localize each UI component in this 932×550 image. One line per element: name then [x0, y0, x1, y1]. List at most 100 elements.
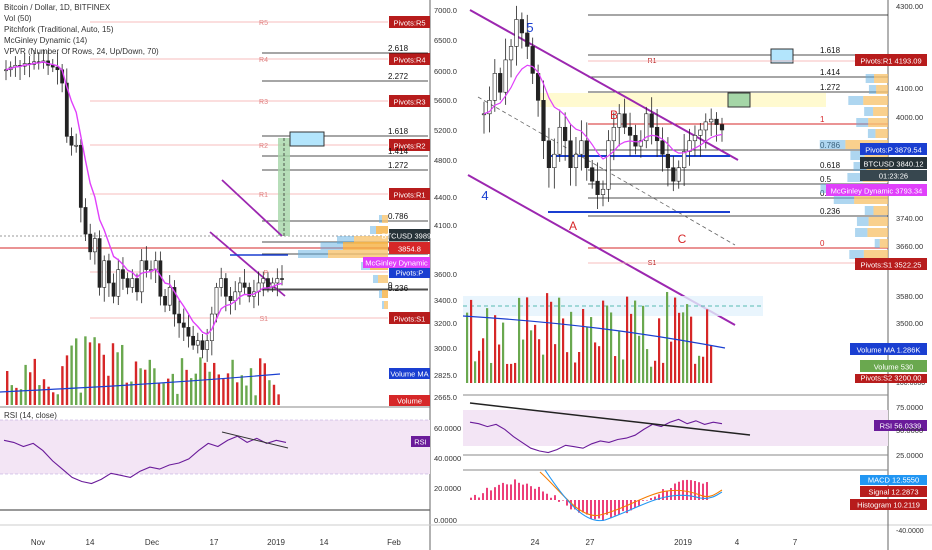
right-volume-bar — [610, 312, 613, 383]
left-x-tick: Feb — [387, 538, 401, 547]
right-pivot-short-s1: S1 — [648, 260, 657, 267]
left-candle-body — [163, 295, 167, 306]
left-y-tick: 4800.0 — [434, 156, 457, 165]
left-candle-body — [167, 287, 172, 306]
right-macd-histogram-bar — [630, 500, 632, 511]
left-volume-bar — [88, 342, 92, 405]
indicator-mcginley[interactable]: McGinley Dynamic (14) — [4, 36, 88, 45]
right-volume-bar — [534, 324, 537, 383]
left-volume-bar — [268, 380, 271, 405]
left-y-tick: 3200.0 — [434, 319, 457, 328]
left-y-tick: 6000.0 — [434, 67, 457, 76]
right-volume-bar — [502, 322, 505, 383]
right-rsi-trendline — [469, 402, 751, 436]
left-y-tick: 2825.0 — [434, 371, 457, 380]
right-candle-body — [644, 113, 649, 142]
left-volume-bar — [176, 393, 179, 405]
indicator-volume[interactable]: Vol (50) — [4, 14, 32, 23]
left-candle-body — [130, 278, 135, 288]
right-vpvr-bar — [854, 195, 888, 204]
left-volume-bar — [208, 371, 211, 405]
left-volume-bar — [139, 368, 142, 405]
left-vpvr-bar-up — [379, 215, 382, 223]
right-y-tick: 3740.00 — [896, 214, 923, 223]
left-pivot-label-3-text: Pivots:R2 — [393, 142, 425, 151]
left-vpvr-bar-up — [298, 250, 328, 258]
right-macd-histogram-bar — [502, 482, 504, 500]
right-macd-histogram-bar — [534, 488, 536, 500]
left-candle-body — [111, 282, 116, 297]
left-volume-bar — [153, 368, 156, 405]
right-candle-body — [552, 153, 557, 169]
left-candle-body — [177, 313, 181, 324]
left-fib-label-0: 1.618 — [388, 127, 409, 136]
right-macd-histogram-bar — [614, 500, 616, 516]
right-volume-bar — [710, 346, 713, 383]
left-candle-body — [135, 278, 139, 293]
left-volume-bar — [148, 359, 151, 405]
left-rsi-trendline — [221, 431, 289, 449]
left-candle-body — [280, 278, 284, 280]
left-volume-bar — [245, 385, 248, 405]
right-volume-bar — [654, 360, 657, 383]
chart-legend: Bitcoin / Dollar, 1D, BITFINEX Vol (50) … — [4, 2, 159, 57]
left-volume-bar — [203, 362, 207, 405]
left-volume-bar — [249, 368, 253, 405]
right-volume-bar — [686, 304, 689, 383]
right-signal-label-text: Signal 12.2873 — [868, 488, 918, 497]
indicator-pitchfork[interactable]: Pitchfork (Traditional, Auto, 15) — [4, 25, 114, 34]
left-volume-bar — [102, 354, 105, 405]
right-fib-label-8: 0.236 — [820, 207, 841, 216]
right-volume-bar — [474, 361, 477, 383]
indicator-vpvr[interactable]: VPVR (Number Of Rows, 24, Up/Down, 70) — [4, 47, 159, 56]
right-candle-body — [719, 124, 725, 131]
right-vpvr-bar-up — [868, 85, 877, 94]
left-volume-label — [389, 395, 430, 406]
left-rsi-tick: 0.0000 — [434, 516, 457, 525]
right-candle-body — [692, 135, 698, 142]
right-pivot-s1-text: Pivots:S1 3522.25 — [861, 261, 922, 270]
right-candle-body — [665, 153, 671, 169]
left-volume-bar — [157, 382, 161, 405]
right-macd-histogram-bar — [562, 500, 564, 501]
right-macd-histogram-bar — [662, 489, 664, 500]
left-candle-body — [247, 287, 252, 297]
right-candle-body — [606, 140, 611, 190]
right-volume-bar — [558, 297, 561, 383]
right-fib-label-1: 1.414 — [820, 68, 841, 77]
left-candle-body — [4, 69, 8, 72]
right-macd-histogram-bar — [638, 500, 640, 506]
left-rsi-line — [3, 435, 287, 485]
left-volume-bar — [259, 358, 262, 405]
left-rsi-tick: 40.0000 — [434, 454, 461, 463]
left-last-price-text: BTCUSD 3989.2 — [382, 232, 438, 241]
left-pivot-label-0 — [389, 16, 430, 28]
right-vpvr-bar — [875, 129, 888, 138]
right-volume-bar — [698, 355, 701, 383]
symbol-title[interactable]: Bitcoin / Dollar, 1D, BITFINEX — [4, 3, 111, 12]
right-pivots-s2-cut — [855, 374, 927, 383]
right-last-price-text: BTCUSD 3840.12 — [863, 160, 923, 169]
left-candle-body — [64, 82, 69, 137]
right-macd-histogram-bar — [510, 484, 512, 500]
right-vpvr-bar-up — [874, 239, 880, 248]
left-volume-bar — [162, 383, 165, 405]
right-rsi-tick: 50.0000 — [896, 426, 923, 435]
right-volume-bar — [658, 318, 661, 383]
right-macd-histogram-bar — [522, 484, 524, 500]
right-volume-bar — [526, 297, 529, 383]
right-rsi-label — [874, 420, 927, 431]
right-volume-bar — [706, 309, 709, 383]
left-candle-body — [191, 335, 196, 346]
left-fib-label-8: 2.272 — [388, 72, 409, 81]
right-vpvr-bar — [863, 96, 888, 105]
right-volume-bar — [626, 296, 629, 383]
left-x-tick: Nov — [31, 538, 45, 547]
left-volume-bar — [70, 345, 73, 405]
left-mcginley-label-text: McGinley Dynamic — [365, 259, 428, 268]
right-volume-bar — [498, 344, 501, 383]
right-volume-bar — [678, 312, 681, 383]
right-volume-bar — [638, 335, 641, 383]
right-volume-bar — [650, 366, 653, 383]
